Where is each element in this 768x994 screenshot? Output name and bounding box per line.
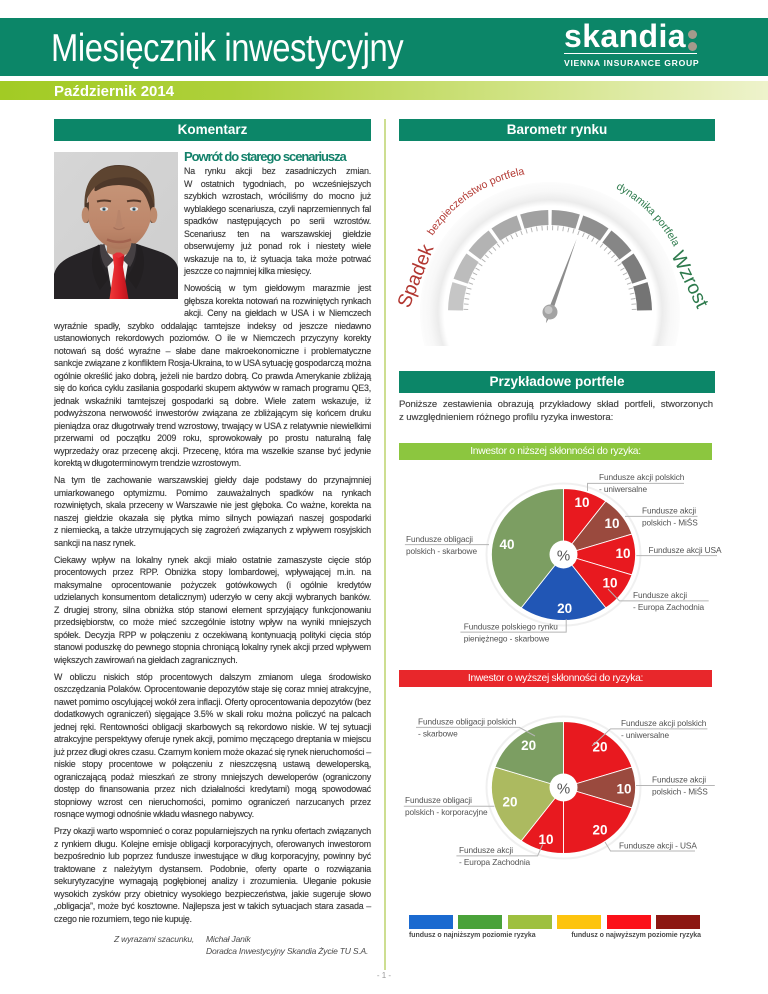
svg-text:Fundusze obligacji polskich: Fundusze obligacji polskich [418, 717, 517, 727]
svg-text:pieniężnego - skarbowe: pieniężnego - skarbowe [464, 634, 550, 644]
svg-text:20: 20 [502, 795, 517, 810]
svg-text:- Europa Zachodnia: - Europa Zachodnia [633, 602, 705, 612]
svg-text:polskich - MiŚS: polskich - MiŚS [642, 517, 698, 528]
svg-text:%: % [557, 781, 570, 798]
svg-text:Fundusze obligacji: Fundusze obligacji [406, 534, 473, 544]
svg-text:- uniwersalne: - uniwersalne [599, 484, 648, 494]
svg-text:%: % [557, 548, 570, 565]
svg-text:Fundusze akcji: Fundusze akcji [633, 590, 687, 600]
svg-text:Fundusze akcji: Fundusze akcji [652, 775, 706, 785]
svg-text:- skarbowe: - skarbowe [418, 729, 458, 739]
svg-text:10: 10 [615, 546, 630, 561]
svg-text:Fundusze akcji - USA: Fundusze akcji - USA [619, 841, 697, 851]
svg-text:Fundusze akcji polskich: Fundusze akcji polskich [621, 718, 707, 728]
svg-text:20: 20 [592, 823, 607, 838]
svg-text:20: 20 [557, 601, 572, 616]
svg-text:polskich - skarbowe: polskich - skarbowe [406, 546, 477, 556]
svg-text:Fundusze akcji USA: Fundusze akcji USA [649, 545, 722, 555]
svg-text:Fundusze polskiego rynku: Fundusze polskiego rynku [464, 622, 558, 632]
svg-text:Fundusze obligacji: Fundusze obligacji [405, 795, 472, 805]
svg-text:polskich - korporacyjne: polskich - korporacyjne [405, 807, 488, 817]
svg-text:Fundusze akcji: Fundusze akcji [642, 506, 696, 516]
svg-text:- Europa Zachodnia: - Europa Zachodnia [459, 857, 531, 867]
svg-text:20: 20 [592, 740, 607, 755]
svg-text:- uniwersalne: - uniwersalne [621, 730, 670, 740]
svg-text:10: 10 [574, 495, 589, 510]
svg-text:10: 10 [604, 516, 619, 531]
svg-text:polskich - MiŚS: polskich - MiŚS [652, 786, 708, 797]
svg-text:40: 40 [499, 537, 514, 552]
svg-text:Fundusze akcji: Fundusze akcji [459, 845, 513, 855]
svg-text:20: 20 [521, 738, 536, 753]
svg-text:Fundusze akcji polskich: Fundusze akcji polskich [599, 472, 685, 482]
svg-text:10: 10 [602, 576, 617, 591]
svg-text:10: 10 [538, 832, 553, 847]
svg-text:10: 10 [616, 782, 631, 797]
